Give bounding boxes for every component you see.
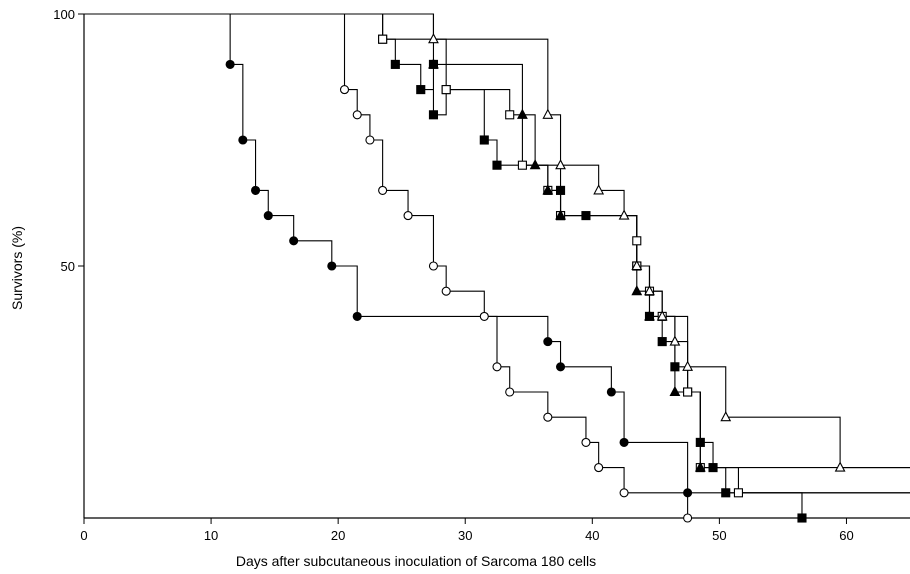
point-filled-square-14	[670, 362, 680, 372]
point-open-triangle-10	[720, 411, 732, 422]
point-open-circle-14	[683, 513, 693, 523]
point-filled-square-6	[479, 135, 489, 145]
point-open-circle-12	[594, 463, 604, 473]
point-open-circle-10	[543, 412, 553, 422]
point-open-circle-0	[339, 85, 350, 95]
x-tick-label-2: 20	[331, 528, 345, 543]
series-markers	[225, 33, 846, 523]
point-open-circle-6	[441, 286, 451, 296]
point-filled-triangle-0	[428, 58, 439, 69]
x-axis-label: Days after subcutaneous inoculation of S…	[236, 553, 596, 569]
point-open-square-12	[733, 488, 743, 498]
point-filled-circle-1	[238, 135, 248, 145]
point-filled-circle-4	[289, 236, 299, 246]
point-filled-triangle-2	[529, 159, 541, 170]
point-open-circle-1	[352, 110, 362, 120]
point-filled-circle-10	[619, 437, 629, 447]
y-axis-label: Survivors (%)	[9, 226, 25, 310]
point-open-triangle-2	[555, 159, 566, 170]
point-filled-square-5	[428, 110, 439, 120]
point-open-circle-4	[403, 211, 413, 221]
point-filled-triangle-5	[631, 285, 643, 296]
point-filled-triangle-3	[542, 184, 554, 195]
point-filled-circle-7	[543, 337, 553, 347]
series-open-square-line	[84, 13, 910, 494]
tick-labels: 0 10 20 30 40 50 60 50 100	[53, 7, 853, 543]
x-tick-label-0: 0	[80, 528, 87, 543]
point-open-triangle-1	[542, 108, 554, 119]
point-filled-square-17	[708, 463, 718, 473]
point-filled-square-18	[721, 488, 731, 498]
point-filled-circle-3	[263, 211, 273, 221]
point-open-circle-3	[378, 185, 388, 195]
point-filled-triangle-8	[694, 461, 706, 472]
point-open-circle-7	[479, 311, 489, 321]
point-filled-square-16	[695, 437, 705, 447]
point-filled-triangle-7	[669, 385, 681, 397]
x-tick-label-4: 40	[585, 528, 599, 543]
point-open-triangle-11	[834, 461, 846, 472]
x-tick-label-3: 30	[458, 528, 472, 543]
point-open-square-1	[441, 85, 451, 95]
chart-axes	[78, 13, 910, 524]
point-filled-circle-11	[683, 488, 693, 498]
point-filled-triangle-6	[644, 310, 655, 321]
point-filled-square-8	[555, 185, 566, 195]
point-open-triangle-7	[656, 310, 668, 321]
point-filled-square-13	[657, 337, 667, 347]
point-filled-circle-8	[555, 362, 566, 372]
point-open-triangle-8	[669, 335, 681, 346]
point-open-square-6	[632, 236, 642, 246]
point-open-triangle-4	[618, 209, 630, 220]
series-lines	[84, 13, 910, 519]
point-filled-square-1	[390, 59, 400, 69]
y-tick-label-0: 50	[61, 259, 75, 274]
point-filled-square-2	[416, 85, 426, 95]
series-open-triangle-line	[84, 13, 910, 469]
point-open-triangle-5	[631, 259, 643, 271]
x-tick-label-5: 50	[712, 528, 726, 543]
point-filled-square-19	[797, 513, 807, 523]
point-open-circle-2	[365, 135, 375, 145]
x-tick-label-6: 60	[839, 528, 853, 543]
point-open-triangle-6	[644, 285, 655, 296]
point-open-circle-5	[428, 261, 439, 271]
point-open-triangle-3	[593, 184, 605, 195]
point-open-circle-11	[581, 437, 591, 447]
x-tick-label-1: 10	[204, 528, 218, 543]
y-tick-label-1: 100	[53, 7, 75, 22]
point-filled-triangle-4	[555, 209, 566, 220]
point-filled-circle-6	[352, 311, 362, 321]
point-filled-triangle-1	[517, 108, 528, 119]
point-open-circle-13	[619, 488, 629, 498]
point-open-square-0	[378, 34, 388, 44]
point-filled-square-10	[581, 211, 591, 221]
point-open-triangle-0	[428, 33, 439, 44]
point-open-square-10	[683, 387, 693, 397]
point-filled-circle-9	[606, 387, 616, 397]
point-filled-circle-2	[251, 185, 261, 195]
series-filled-circle-line	[84, 13, 910, 494]
point-open-triangle-9	[682, 360, 694, 371]
point-open-circle-8	[492, 362, 502, 372]
point-filled-square-7	[492, 160, 502, 170]
point-filled-circle-0	[225, 59, 235, 69]
point-filled-circle-5	[327, 261, 337, 271]
series-filled-triangle-line	[84, 13, 910, 469]
point-open-circle-9	[505, 387, 515, 397]
point-open-square-3	[517, 160, 527, 170]
point-open-square-2	[505, 110, 515, 120]
